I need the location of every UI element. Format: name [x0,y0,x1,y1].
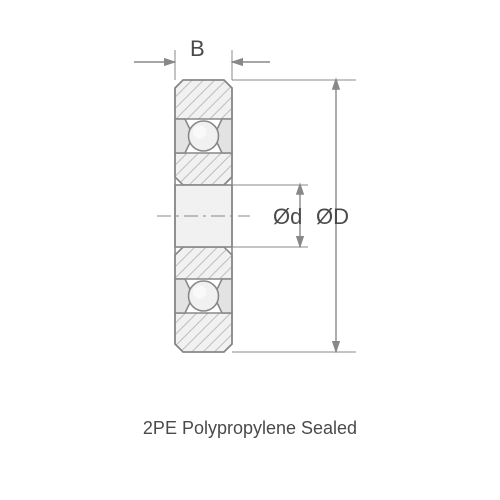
diagram-stage: B Ød ØD 2PE Polypropylene Sealed [0,0,500,500]
label-outer-dia: ØD [316,204,349,229]
diagram-caption: 2PE Polypropylene Sealed [0,418,500,439]
label-width: B [190,36,205,61]
label-inner-dia: Ød [273,204,302,229]
